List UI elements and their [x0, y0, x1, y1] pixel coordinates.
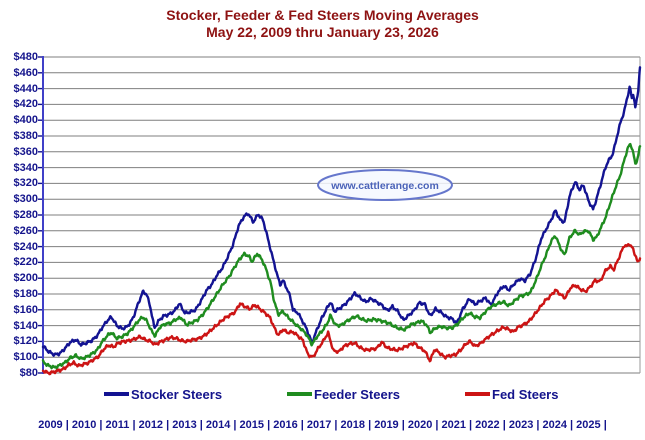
y-tick-label: $440	[13, 82, 38, 95]
series-line-stocker-steers	[41, 66, 642, 357]
chart-legend: Fed Steers	[465, 386, 558, 402]
series-line-feeder-steers	[41, 142, 642, 370]
watermark-text: www.cattlerange.com	[330, 180, 439, 192]
y-tick-label: $160	[13, 303, 38, 316]
y-tick-label: $380	[13, 130, 38, 142]
y-tick-label: $400	[13, 114, 38, 127]
y-tick-label: $180	[13, 288, 38, 300]
page-subtitle: May 22, 2009 thru January 23, 2026	[206, 24, 439, 40]
legend-label-fed-steers: Fed Steers	[492, 386, 559, 402]
chart-legend: Stocker Steers	[104, 386, 222, 402]
y-tick-label: $260	[13, 224, 38, 237]
series-line-fed-steers	[41, 243, 642, 376]
y-tick-label: $100	[13, 351, 38, 364]
chart-legend: Feeder Steers	[287, 386, 400, 402]
legend-label-feeder-steers: Feeder Steers	[314, 386, 400, 402]
x-axis-year-labels: 2009 | 2010 | 2011 | 2012 | 2013 | 2014 …	[38, 419, 607, 431]
y-tick-label: $80	[19, 367, 38, 379]
y-tick-label: $320	[13, 177, 38, 190]
watermark-ellipse	[317, 169, 453, 201]
watermark: www.cattlerange.com	[317, 169, 453, 201]
legend-label-stocker-steers: Stocker Steers	[131, 386, 223, 402]
y-tick-label: $220	[13, 256, 38, 269]
y-tick-label: $460	[13, 66, 38, 79]
y-tick-label: $140	[13, 319, 38, 332]
stocker-steers-line-swatch	[104, 392, 129, 396]
feeder-steers-line-swatch	[287, 392, 312, 396]
y-tick-label: $240	[13, 240, 38, 253]
y-tick-label: $120	[13, 335, 38, 348]
y-tick-label: $340	[13, 161, 38, 174]
y-tick-label: $280	[13, 209, 38, 221]
y-tick-label: $480	[13, 51, 38, 63]
y-tick-label: $300	[13, 193, 38, 206]
fed-steers-line-swatch	[465, 392, 490, 396]
y-tick-label: $360	[13, 145, 38, 158]
y-tick-label: $200	[13, 272, 38, 285]
page-title: Stocker, Feeder & Fed Steers Moving Aver…	[166, 7, 479, 23]
y-tick-label: $420	[13, 98, 38, 111]
